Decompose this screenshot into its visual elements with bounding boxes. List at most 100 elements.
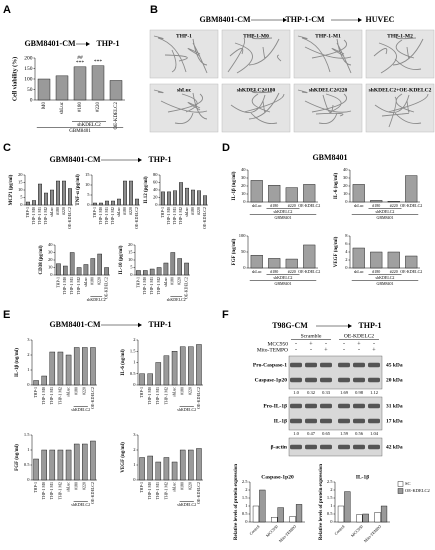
band [368, 362, 380, 368]
y-tick-label: 20 [128, 242, 133, 247]
y-axis-label: Cell viability (%) [11, 57, 18, 101]
x-tick-label: #180 [190, 207, 195, 215]
y-tick-label: 80 [153, 172, 158, 177]
bar [73, 66, 87, 101]
y-tick-label: 30 [241, 175, 246, 180]
chart-title: IL-1β [356, 474, 369, 480]
x-tick-label: shLuc [65, 387, 70, 397]
y-tick-label: 5 [20, 195, 23, 200]
band [338, 377, 350, 383]
panel-header: GBM8401-CM [49, 320, 101, 329]
x-tick-label: shLuc [354, 203, 364, 208]
y-tick-label: 100 [239, 233, 247, 238]
bar [33, 380, 39, 386]
significance: *** [76, 60, 85, 66]
bar [303, 184, 316, 203]
band [353, 377, 365, 383]
y-tick-label: 15 [85, 172, 90, 177]
y-tick-label: 0.5 [327, 511, 333, 516]
bar [289, 516, 296, 523]
x-tick-label: #180 [270, 269, 278, 274]
x-tick-label: THP-1 [33, 387, 38, 398]
image-label: THP-1-M2 [387, 33, 413, 39]
panel-header: GBM8401-CM [24, 39, 76, 48]
bar [163, 457, 170, 481]
y-axis-label: IL-6 (ng/ml) [121, 349, 126, 376]
band [290, 362, 302, 368]
x-tick-label: #220 [128, 207, 133, 215]
x-tick-label: THP-1 M0 [166, 207, 171, 224]
bar [252, 505, 260, 523]
band [320, 377, 332, 383]
bar [405, 255, 418, 269]
panel-letter: B [150, 4, 158, 16]
bar [33, 458, 39, 481]
bar [149, 268, 155, 276]
panel-header: T98G-CM [272, 321, 308, 330]
y-tick-label: 2.5 [242, 479, 248, 484]
band [320, 362, 332, 368]
bar [374, 512, 381, 523]
x-tick-label: #220 [288, 203, 296, 208]
x-tick-label: #180 [55, 207, 60, 215]
treatment-mark: - [343, 347, 345, 353]
bar [55, 75, 69, 101]
y-tick-label: 20 [241, 183, 246, 188]
bar [337, 505, 345, 523]
y-tick-label: 3 [27, 337, 30, 342]
bar [134, 198, 139, 206]
x-tick-label: THP-1 [92, 207, 97, 218]
x-tick-label: #220 [97, 277, 102, 285]
x-tick-label: THP-1 [160, 207, 165, 218]
x-tick-label: OE-KDELC2 [298, 203, 320, 208]
x-tick-label: #220 [188, 482, 193, 490]
bar [63, 265, 68, 276]
x-tick-label: THP-1 M0 [147, 387, 152, 404]
x-tick-label: OE-KDELC2 [400, 269, 422, 274]
treatment-mark: - [310, 347, 312, 353]
legend-swatch [397, 481, 404, 487]
bar [188, 346, 194, 386]
y-tick-label: 1.5 [327, 495, 333, 500]
band [320, 444, 332, 450]
bar [116, 198, 121, 206]
x-tick-label: OE-KDELC2 [196, 387, 201, 409]
x-tick-label: #220 [82, 387, 87, 395]
band-size: 31 kDa [386, 403, 403, 409]
y-tick-label: 1.5 [242, 495, 248, 500]
treatment-mark: - [295, 341, 297, 347]
bar [277, 507, 284, 523]
bar [202, 195, 207, 206]
panel-letter: D [222, 142, 230, 154]
group-label: shKDELC2 [87, 297, 106, 302]
x-tick-label: #180 [180, 387, 185, 395]
x-tick-label: THP-1 M0 [31, 207, 36, 224]
y-tick-label: 0 [133, 477, 136, 482]
band-ratio: 0.47 [307, 431, 316, 436]
y-tick-label: 20 [48, 257, 53, 262]
image-label: shKDELC2#180 [237, 87, 276, 93]
x-tick-label: OE-KDELC2 [67, 207, 72, 229]
band-ratio: 1.0 [293, 431, 299, 436]
bar [268, 258, 281, 269]
x-tick-label: THP-1 M0 [147, 482, 152, 499]
bar [250, 180, 263, 203]
y-tick-label: 1 [245, 503, 247, 508]
y-tick-label: 0 [245, 519, 248, 524]
y-tick-label: 0.5 [242, 511, 248, 516]
y-tick-label: 10 [48, 265, 53, 270]
bar [92, 202, 97, 206]
y-tick-label: 0 [345, 199, 348, 204]
x-tick-label: OE-KDELC2 [103, 277, 108, 299]
y-tick-label: 20 [18, 172, 23, 177]
y-tick-label: 0.5 [130, 371, 136, 376]
x-tick-label: OE-KDELC2 [202, 207, 207, 229]
band [305, 444, 317, 450]
band [368, 418, 380, 424]
arrow-head [348, 323, 352, 329]
y-tick-label: 15 [18, 180, 23, 185]
treatment-mark: - [295, 347, 297, 353]
blot-membrane [288, 355, 383, 390]
group-label: OE-KDELC2 [344, 333, 374, 339]
band-label: Caspase-1p20 [255, 377, 288, 383]
